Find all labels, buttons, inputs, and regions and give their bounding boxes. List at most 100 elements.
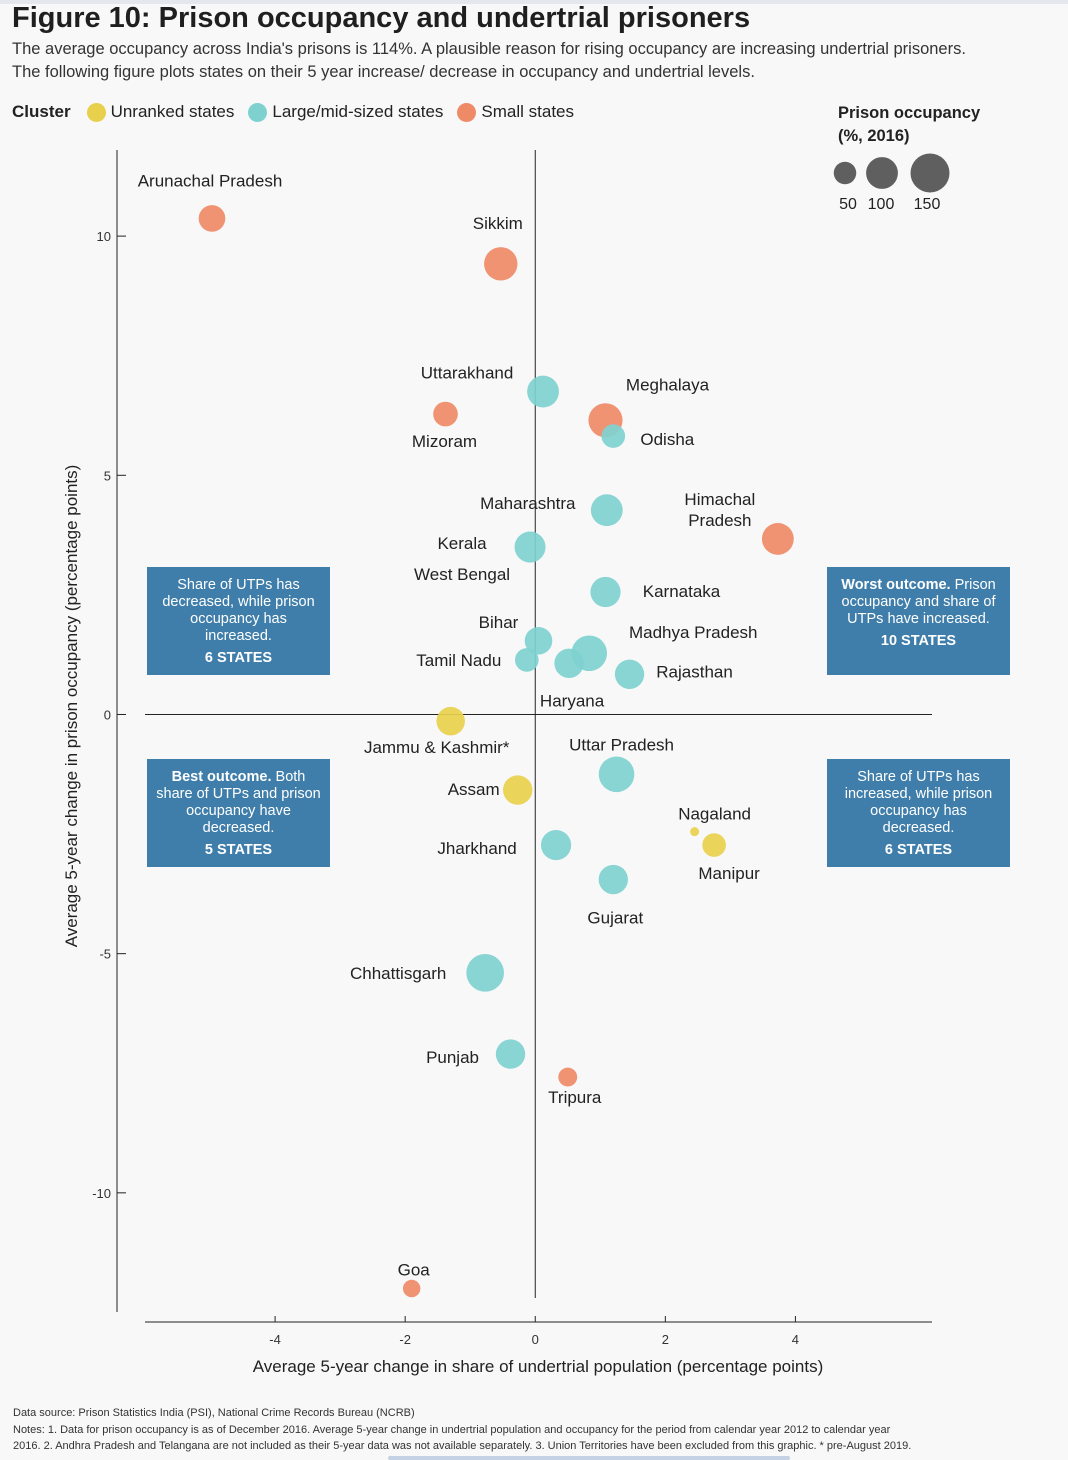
size-legend-label-100: 100 [868,196,895,213]
bubble-arunachal-pradesh [198,205,226,232]
point-label-himachal-pradesh: Himachal Pradesh [684,490,755,530]
size-legend-label-150: 150 [914,196,941,213]
legend-dot-small [457,102,477,122]
point-label-uttar-pradesh: Uttar Pradesh [569,735,674,754]
point-label-west-bengal: West Bengal [414,565,510,584]
bubble-assam [503,775,533,805]
quadrant-box-top-right: Worst outcome. Prison occupancy and shar… [827,567,1010,675]
y-tick-label: -10 [92,1186,111,1201]
point-label-odisha: Odisha [640,430,694,449]
point-label-bihar: Bihar [479,613,519,632]
point-label-goa: Goa [398,1261,431,1280]
box-top-left-text: Share of UTPs has decreased, while priso… [162,577,315,644]
bubble-manipur [702,833,726,857]
size-legend-title-line1: Prison occupancy [838,104,981,122]
box-bottom-left-bold: Best outcome. [171,769,272,785]
point-label-kerala: Kerala [437,534,487,553]
legend-title: Cluster [12,102,71,121]
legend-label-small: Small states [481,102,574,121]
footer-notes-line1: Notes: 1. Data for prison occupancy is a… [13,1423,891,1436]
box-top-right-text: Prison occupancy and share of UTPs have … [841,577,996,627]
size-legend-title-line2: (%, 2016) [838,127,910,145]
footer-notes: Data source: Prison Statistics India (PS… [13,1405,1058,1455]
legend-item-large: Large/mid-sized states [248,102,443,122]
subtitle-line-1: The average occupancy across India's pri… [12,40,966,58]
quadrant-box-top-left: Share of UTPs has decreased, while priso… [147,567,330,675]
y-tick-label: -5 [99,947,111,962]
point-label-haryana: Haryana [540,691,605,710]
point-label-jharkhand: Jharkhand [437,839,516,858]
bubble-goa [402,1279,421,1298]
y-tick-label: 10 [97,229,111,244]
legend-label-unranked: Unranked states [110,102,235,121]
x-tick-label: -2 [399,1332,411,1347]
y-tick-label: 5 [104,468,111,483]
y-axis-label: Average 5-year change in prison occupanc… [62,465,81,948]
bubble-tamil-nadu [514,648,539,672]
bubble-uttar-pradesh [598,756,635,793]
box-bottom-right-text: Share of UTPs has increased, while priso… [844,769,993,836]
bubble-gujarat [598,864,628,895]
bubble-sikkim [484,247,518,281]
legend-dot-unranked [86,102,106,122]
size-legend-circle-50 [833,161,857,185]
point-label-tripura: Tripura [548,1088,602,1107]
bubble-rajasthan [614,659,645,689]
bubble-chhattisgarh [466,953,505,992]
bubble-haryana [554,648,584,678]
point-label-rajasthan: Rajasthan [656,662,733,681]
subtitle-line-2: The following figure plots states on the… [12,63,755,81]
x-axis-label: Average 5-year change in share of undert… [253,1357,824,1376]
cluster-legend: Cluster Unranked states Large/mid-sized … [12,102,588,122]
size-legend-title: Prison occupancy (%, 2016) [838,102,980,148]
size-legend-circle-150 [910,153,950,193]
chart-title: Figure 10: Prison occupancy and undertri… [12,2,751,34]
bubble-mizoram [433,401,458,427]
bubble-himachal-pradesh [761,522,794,555]
legend-dot-large [248,102,268,122]
bubble-jammu-kashmir [436,706,465,736]
legend-item-small: Small states [457,102,574,122]
point-label-nagaland: Nagaland [678,805,751,824]
x-tick-label: -4 [269,1332,281,1347]
size-legend-circle-100 [866,157,898,189]
point-label-uttarakhand: Uttarakhand [421,364,514,383]
top-bar [0,0,1068,4]
point-label-chhattisgarh: Chhattisgarh [350,964,446,983]
y-tick-label: 0 [104,707,111,722]
legend-label-large: Large/mid-sized states [272,102,444,121]
point-label-assam: Assam [448,780,500,799]
point-label-arunachal-pradesh: Arunachal Pradesh [138,171,283,190]
point-label-manipur: Manipur [698,864,760,883]
box-top-left-count: 6 STATES [204,650,273,666]
bubble-maharashtra [590,494,623,527]
point-label-sikkim: Sikkim [473,214,523,233]
bubble-jharkhand [540,829,572,861]
size-legend-label-50: 50 [839,196,857,213]
point-label-tamil-nadu: Tamil Nadu [416,651,501,670]
box-bottom-right-count: 6 STATES [884,842,953,858]
bubble-tripura [558,1067,578,1087]
point-label-maharashtra: Maharashtra [480,494,576,513]
legend-item-unranked: Unranked states [86,102,235,122]
quadrant-box-bottom-left: Best outcome. Both share of UTPs and pri… [147,759,330,867]
bubble-uttarakhand [527,375,559,408]
bubble-bihar [524,627,553,655]
quadrant-box-bottom-right: Share of UTPs has increased, while priso… [827,759,1010,867]
bubble-karnataka [590,576,621,608]
point-label-punjab: Punjab [426,1048,479,1067]
bubble-nagaland [690,827,700,837]
bubble-punjab [495,1039,526,1069]
bubble-odisha [601,424,626,448]
point-label-jammu-kashmir: Jammu & Kashmir* [364,738,510,757]
box-bottom-left-count: 5 STATES [204,842,273,858]
footer-source: Data source: Prison Statistics India (PS… [13,1407,415,1419]
footer-notes-line2: 2016. 2. Andhra Pradesh and Telangana ar… [13,1440,912,1452]
chart-subtitle: The average occupancy across India's pri… [12,38,1062,84]
x-tick-label: 2 [662,1332,669,1347]
point-label-gujarat: Gujarat [587,909,643,928]
scroll-indicator[interactable] [388,1456,790,1460]
x-tick-label: 4 [792,1332,799,1347]
box-bottom-left-text: Both share of UTPs and prison occupancy … [156,769,321,836]
point-label-meghalaya: Meghalaya [626,375,710,394]
